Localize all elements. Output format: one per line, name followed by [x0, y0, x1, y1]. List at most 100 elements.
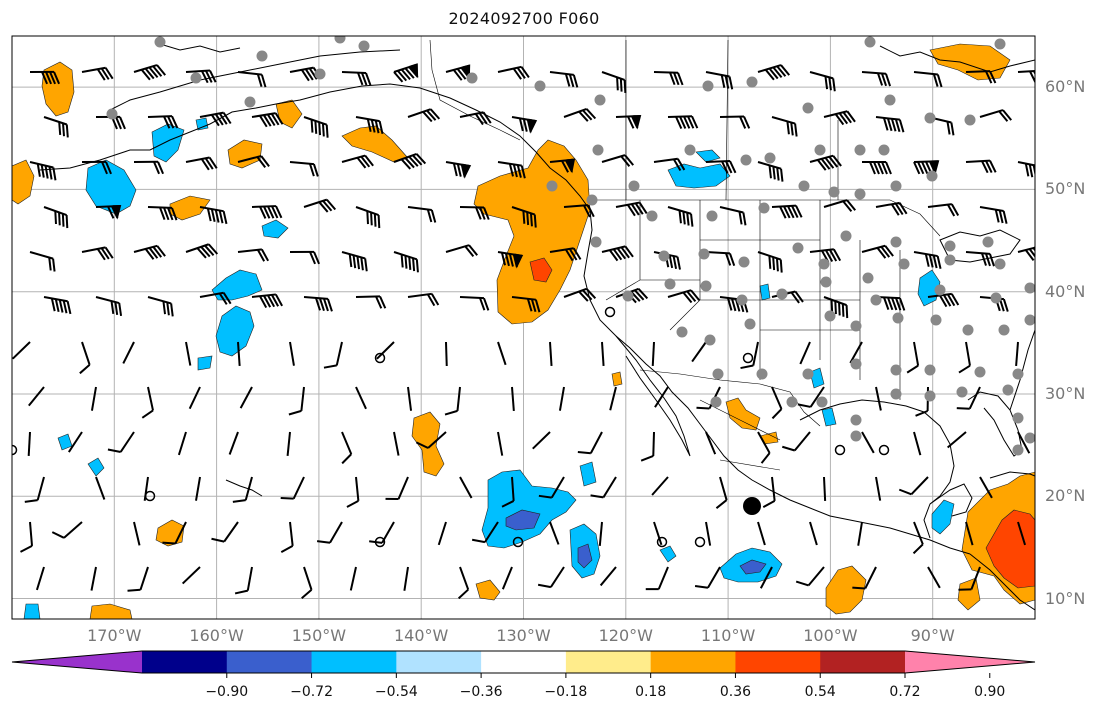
coast-baja	[615, 335, 691, 457]
wind-barb	[199, 206, 228, 225]
station-dot	[466, 72, 478, 84]
wind-barb	[1017, 521, 1027, 546]
wind-barb	[280, 521, 294, 554]
wind-barb	[28, 386, 45, 407]
wind-barb	[979, 109, 1013, 122]
wind-barb	[211, 521, 239, 543]
wind-barb	[795, 566, 825, 587]
calm-circle	[878, 444, 890, 456]
wind-barb	[511, 296, 541, 313]
fill-blue-caribbean	[931, 499, 955, 535]
colorbar-tick-label: 0.90	[974, 684, 1006, 700]
wind-barb	[511, 206, 537, 228]
station-dot	[746, 76, 758, 88]
wind-barb	[979, 206, 1008, 224]
lat-label: 60°N	[1045, 77, 1086, 97]
colorbar-tick-label: 0.18	[635, 684, 667, 700]
wind-barb	[141, 386, 154, 419]
wind-barb	[601, 71, 627, 94]
border-us-canada	[590, 199, 941, 237]
wind-barb	[341, 431, 353, 465]
wind-barb	[861, 431, 875, 454]
wind-barb	[563, 204, 595, 218]
station-dot	[828, 186, 840, 198]
wind-barb	[237, 248, 270, 262]
wind-barb	[147, 206, 178, 221]
wind-barb	[694, 566, 721, 589]
wind-barb	[823, 110, 856, 126]
wind-barb	[956, 386, 981, 410]
station-dot	[334, 36, 346, 44]
wind-barb	[185, 341, 192, 366]
wind-barb	[497, 251, 524, 269]
fill-blue-small-g	[821, 407, 837, 427]
wind-barb	[90, 566, 97, 591]
wind-barb	[861, 160, 892, 175]
wind-barb	[757, 161, 784, 182]
colorbar-extend-high	[905, 651, 1035, 673]
fill-blue-pac-c	[261, 219, 289, 239]
station-dot	[1012, 368, 1024, 380]
wind-barb	[445, 244, 478, 258]
wind-barb	[177, 431, 187, 456]
wind-barb	[537, 566, 565, 589]
station-dot	[814, 144, 826, 156]
station-dot	[820, 276, 832, 288]
wind-barb	[654, 386, 669, 408]
calm-circle	[144, 490, 156, 502]
wind-barb	[809, 154, 842, 171]
station-dot	[658, 250, 670, 262]
fill-orange-honduras	[957, 577, 981, 611]
calm-circle	[694, 536, 706, 548]
station-dot	[850, 430, 862, 442]
station-dot	[994, 38, 1006, 50]
wind-barb	[823, 476, 827, 502]
wind-barb	[199, 111, 232, 127]
lon-label: 130°W	[496, 626, 551, 645]
wind-barb	[852, 566, 877, 590]
station-dot	[704, 334, 716, 346]
fill-orange-hudson	[929, 43, 1011, 81]
wind-barb	[651, 341, 655, 367]
wind-barb	[349, 566, 357, 591]
wind-barb	[762, 476, 776, 509]
station-dot	[776, 288, 788, 300]
wind-barb	[376, 341, 395, 360]
wind-barb	[303, 198, 337, 213]
station-dot	[592, 144, 604, 156]
lat-label: 50°N	[1045, 179, 1086, 199]
station-dot	[646, 210, 658, 222]
wind-barb	[653, 521, 663, 546]
wind-barb	[27, 431, 31, 457]
station-dot	[736, 294, 748, 306]
fill-orange-aleutian	[12, 159, 35, 205]
colorbar-outline	[11, 650, 1036, 674]
wind-barb	[861, 71, 892, 87]
station-dot	[756, 368, 768, 380]
station-dot	[944, 254, 956, 266]
colorbar-segment	[142, 651, 228, 673]
station-dot	[924, 390, 936, 402]
wind-barb	[147, 115, 179, 129]
station-dot	[764, 152, 776, 164]
wind-barb	[471, 521, 499, 544]
station-dot	[994, 258, 1006, 270]
wind-barb	[511, 386, 515, 412]
fill-blue-alberta	[695, 149, 721, 163]
wind-barb	[459, 206, 490, 220]
coast-hudson	[879, 45, 1035, 73]
wind-barb	[857, 521, 863, 546]
wind-barb	[393, 152, 427, 170]
coast-bering-islands	[159, 43, 241, 53]
wind-barb	[403, 566, 409, 591]
wind-barb	[667, 206, 694, 227]
wind-barb	[228, 431, 239, 455]
station-dot	[840, 230, 852, 242]
wind-barb	[577, 431, 603, 455]
station-dot	[878, 144, 890, 156]
wind-barb	[289, 161, 319, 177]
station-dot	[850, 320, 862, 332]
station-dot	[190, 72, 202, 84]
wind-barb	[29, 70, 61, 85]
coast-cuba	[989, 471, 1035, 479]
